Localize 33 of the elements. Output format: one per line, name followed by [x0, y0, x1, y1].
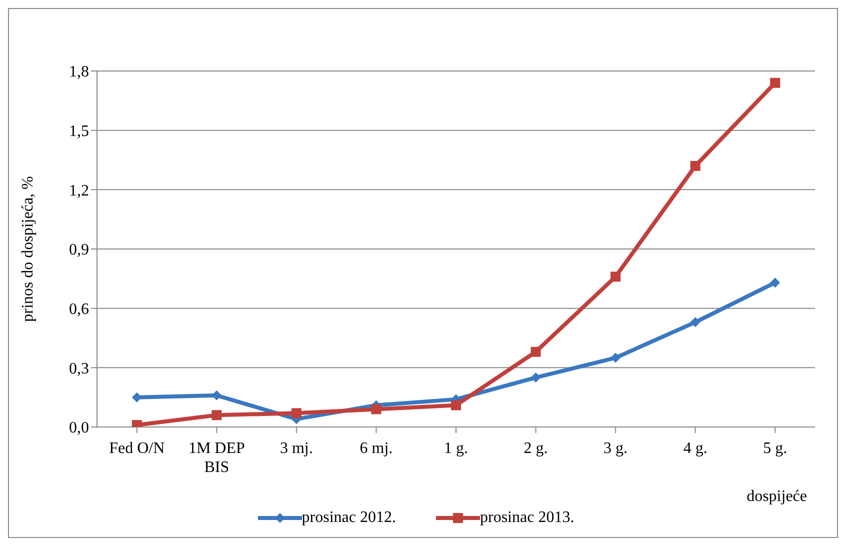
y-tick-label: 0,0	[69, 420, 89, 437]
x-tick-label: 1M DEP BIS	[188, 440, 245, 476]
y-tick-label: 1,5	[69, 123, 89, 140]
point	[530, 372, 541, 383]
x-tick-label: 1 g.	[444, 440, 468, 457]
point	[770, 278, 780, 288]
point	[451, 400, 461, 410]
point	[530, 346, 541, 357]
y-tick-label: 0,9	[69, 242, 89, 259]
point	[132, 392, 142, 402]
point	[690, 160, 700, 171]
x-tick-label: 2 g.	[524, 440, 548, 457]
x-tick-label: 6 mj.	[360, 440, 393, 457]
x-tick-label: 4 g.	[683, 440, 708, 457]
legend-label: prosinac 2013.	[480, 509, 574, 527]
x-tick-label: 3 g.	[604, 440, 628, 457]
point	[212, 410, 222, 420]
x-tick-label: 5 g.	[763, 440, 788, 457]
y-tick-label: 1,2	[69, 182, 89, 200]
point	[610, 352, 621, 363]
point	[291, 408, 302, 418]
y-tick-label: 0,6	[69, 301, 89, 318]
point	[690, 317, 700, 328]
y-tick-label: 0,3	[69, 360, 89, 378]
x-tick-label: Fed O/N	[109, 440, 166, 457]
x-axis-title: dospijeće	[746, 488, 807, 505]
point	[610, 272, 621, 282]
legend-label: prosinac 2012.	[302, 509, 396, 527]
point	[770, 78, 780, 88]
y-tick-label: 1,8	[69, 64, 89, 81]
point	[371, 404, 382, 414]
x-tick-label: 3 mj.	[280, 440, 313, 457]
y-axis-title: prinos do dospijeća, %	[20, 176, 37, 322]
